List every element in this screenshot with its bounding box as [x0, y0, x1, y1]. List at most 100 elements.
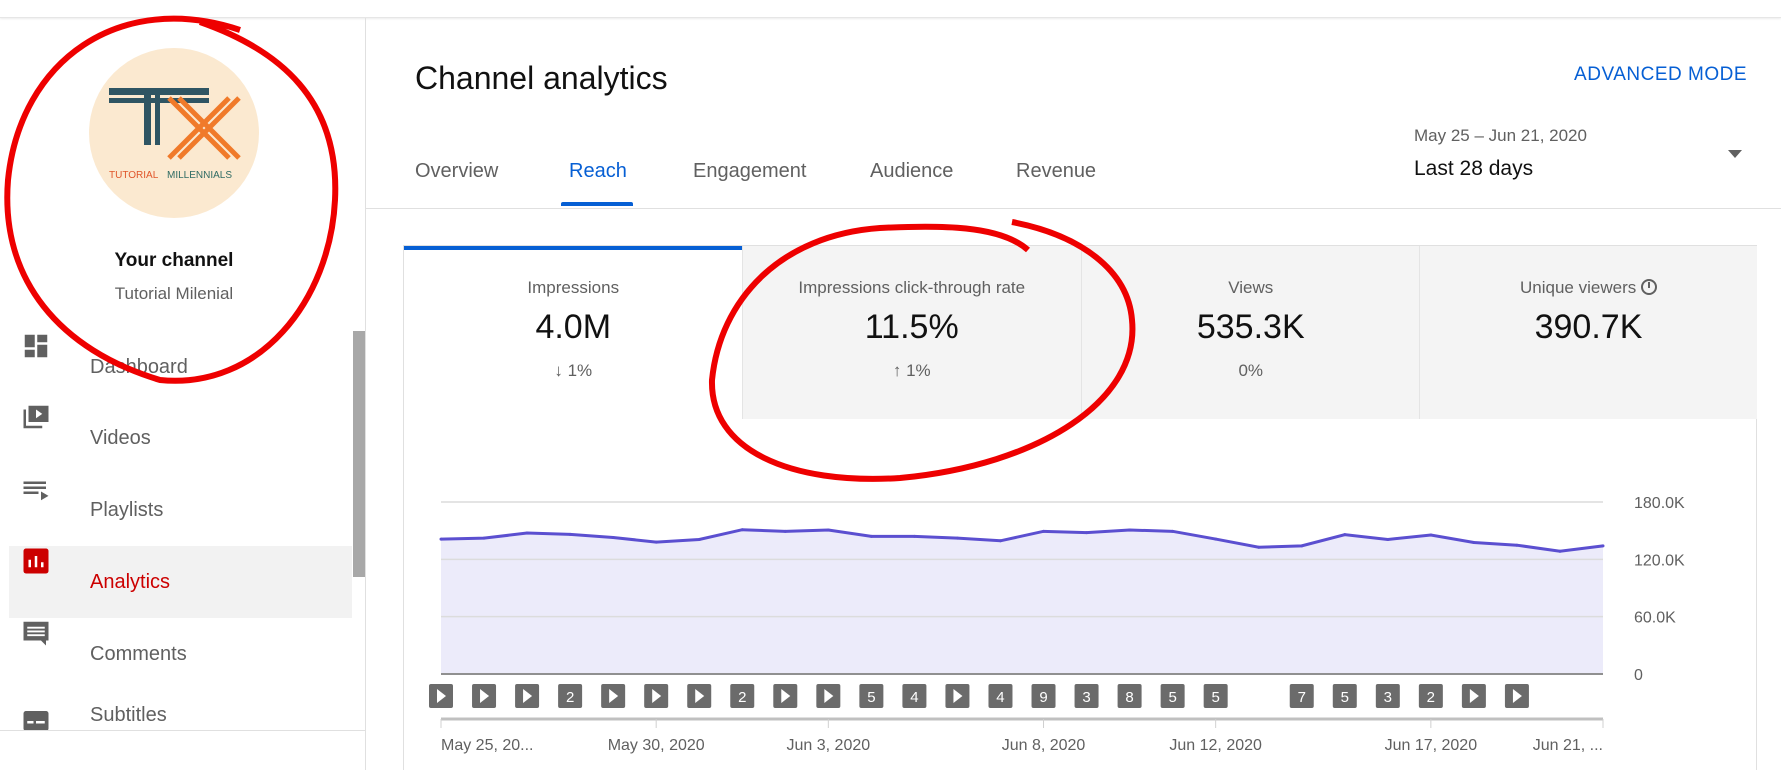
marker-box [730, 684, 755, 708]
metric-delta: 0% [1238, 361, 1264, 380]
video-marker[interactable] [816, 684, 841, 708]
play-icon [1512, 689, 1522, 703]
data-point [568, 532, 572, 536]
metric-card-impressions[interactable]: Impressions 4.0M ↓ 1% [404, 246, 743, 419]
marker-box [1289, 684, 1314, 708]
data-point [912, 534, 916, 538]
video-marker[interactable] [644, 684, 669, 708]
video-marker[interactable]: 7 [1289, 684, 1314, 708]
page-title: Channel analytics [415, 60, 668, 96]
x-tick-label: May 30, 2020 [608, 737, 705, 754]
nav-item-subtitles[interactable]: Subtitles [9, 690, 352, 730]
x-tick-label: Jun 21, ... [1533, 737, 1603, 754]
video-marker[interactable] [1461, 684, 1486, 708]
marker-count: 3 [1384, 689, 1392, 706]
video-marker[interactable] [687, 684, 712, 708]
metric-value: 390.7K [1534, 308, 1643, 346]
data-point [439, 537, 443, 541]
nav-label: Analytics [90, 570, 171, 593]
data-point [1300, 544, 1304, 548]
impressions-line [440, 528, 1604, 553]
metric-card-unique-viewers[interactable]: Unique viewers 390.7K [1419, 246, 1757, 419]
marker-count: 2 [1427, 689, 1435, 706]
playlists-icon [23, 481, 49, 501]
nav-item-comments[interactable]: Comments [9, 618, 352, 690]
data-point [1515, 543, 1519, 547]
marker-box [1074, 684, 1099, 708]
nav-item-videos[interactable]: Videos [9, 402, 352, 474]
x-tick-label: Jun 3, 2020 [787, 737, 871, 754]
video-marker[interactable]: 2 [558, 684, 583, 708]
video-marker[interactable] [1504, 684, 1529, 708]
data-point [611, 535, 615, 539]
marker-box [1418, 684, 1443, 708]
video-marker[interactable]: 8 [1117, 684, 1142, 708]
data-point [740, 528, 744, 532]
advanced-mode-button[interactable]: ADVANCED MODE [1574, 64, 1747, 85]
play-icon [609, 689, 619, 703]
data-point [1085, 531, 1089, 535]
data-point [826, 528, 830, 532]
sidebar-scrollbar[interactable] [353, 331, 365, 577]
video-marker[interactable]: 2 [1418, 684, 1443, 708]
video-marker[interactable] [429, 684, 453, 708]
data-point [1343, 533, 1347, 537]
videos-icon [23, 405, 49, 429]
video-marker[interactable]: 3 [1375, 684, 1400, 708]
metric-label: Impressions [527, 278, 620, 297]
nav-label: Videos [90, 426, 151, 449]
marker-box [1375, 684, 1400, 708]
tab-audience[interactable]: Audience [870, 160, 954, 182]
video-marker[interactable]: 4 [988, 684, 1013, 708]
data-point [1429, 533, 1433, 537]
tab-revenue[interactable]: Revenue [1016, 160, 1097, 182]
video-marker[interactable]: 3 [1074, 684, 1099, 708]
video-marker[interactable] [773, 684, 798, 708]
tab-overview[interactable]: Overview [415, 160, 499, 182]
marker-count: 5 [1341, 689, 1349, 706]
date-range-label: Last 28 days [1414, 157, 1534, 180]
video-marker[interactable]: 2 [730, 684, 755, 708]
video-marker[interactable] [472, 684, 497, 708]
tab-reach[interactable]: Reach [569, 160, 627, 182]
date-range-text: May 25 – Jun 21, 2020 [1414, 126, 1587, 145]
header-divider [366, 208, 1781, 209]
data-point [998, 539, 1002, 543]
metric-value: 4.0M [535, 308, 612, 346]
data-point [1257, 545, 1261, 549]
play-icon [652, 689, 662, 703]
data-point [525, 531, 529, 535]
y-tick-label: 60.0K [1634, 610, 1676, 627]
video-marker[interactable]: 5 [859, 684, 884, 708]
nav-label: Playlists [90, 498, 164, 521]
video-marker[interactable]: 5 [1332, 684, 1357, 708]
dropdown-arrow-icon[interactable] [1728, 150, 1742, 158]
play-icon [953, 689, 963, 703]
video-marker[interactable]: 5 [1160, 684, 1185, 708]
video-marker[interactable]: 4 [902, 684, 927, 708]
chart-area-fill [441, 529, 1603, 674]
marker-count: 4 [910, 689, 918, 706]
video-marker[interactable]: 9 [1031, 684, 1056, 708]
video-marker[interactable] [515, 684, 540, 708]
video-marker[interactable] [601, 684, 626, 708]
marker-count: 3 [1082, 689, 1090, 706]
clock-icon [1640, 279, 1657, 295]
data-point [783, 529, 787, 533]
x-tick-label: Jun 17, 2020 [1385, 737, 1478, 754]
data-point [697, 537, 701, 541]
video-marker[interactable]: 5 [1203, 684, 1228, 708]
nav-item-analytics[interactable]: Analytics [9, 546, 352, 618]
marker-box [1117, 684, 1142, 708]
marker-count: 5 [1211, 689, 1219, 706]
nav-item-playlists[interactable]: Playlists [9, 474, 352, 546]
metric-card-views[interactable]: Views 535.3K 0% [1081, 246, 1420, 419]
marker-box [1160, 684, 1185, 708]
metric-label-text: Unique viewers [1520, 278, 1637, 297]
tab-engagement[interactable]: Engagement [693, 160, 807, 182]
video-marker[interactable] [945, 684, 970, 708]
marker-box [1332, 684, 1357, 708]
y-tick-label: 0 [1634, 667, 1643, 684]
marker-count: 5 [867, 689, 875, 706]
subtitles-icon [23, 711, 49, 730]
